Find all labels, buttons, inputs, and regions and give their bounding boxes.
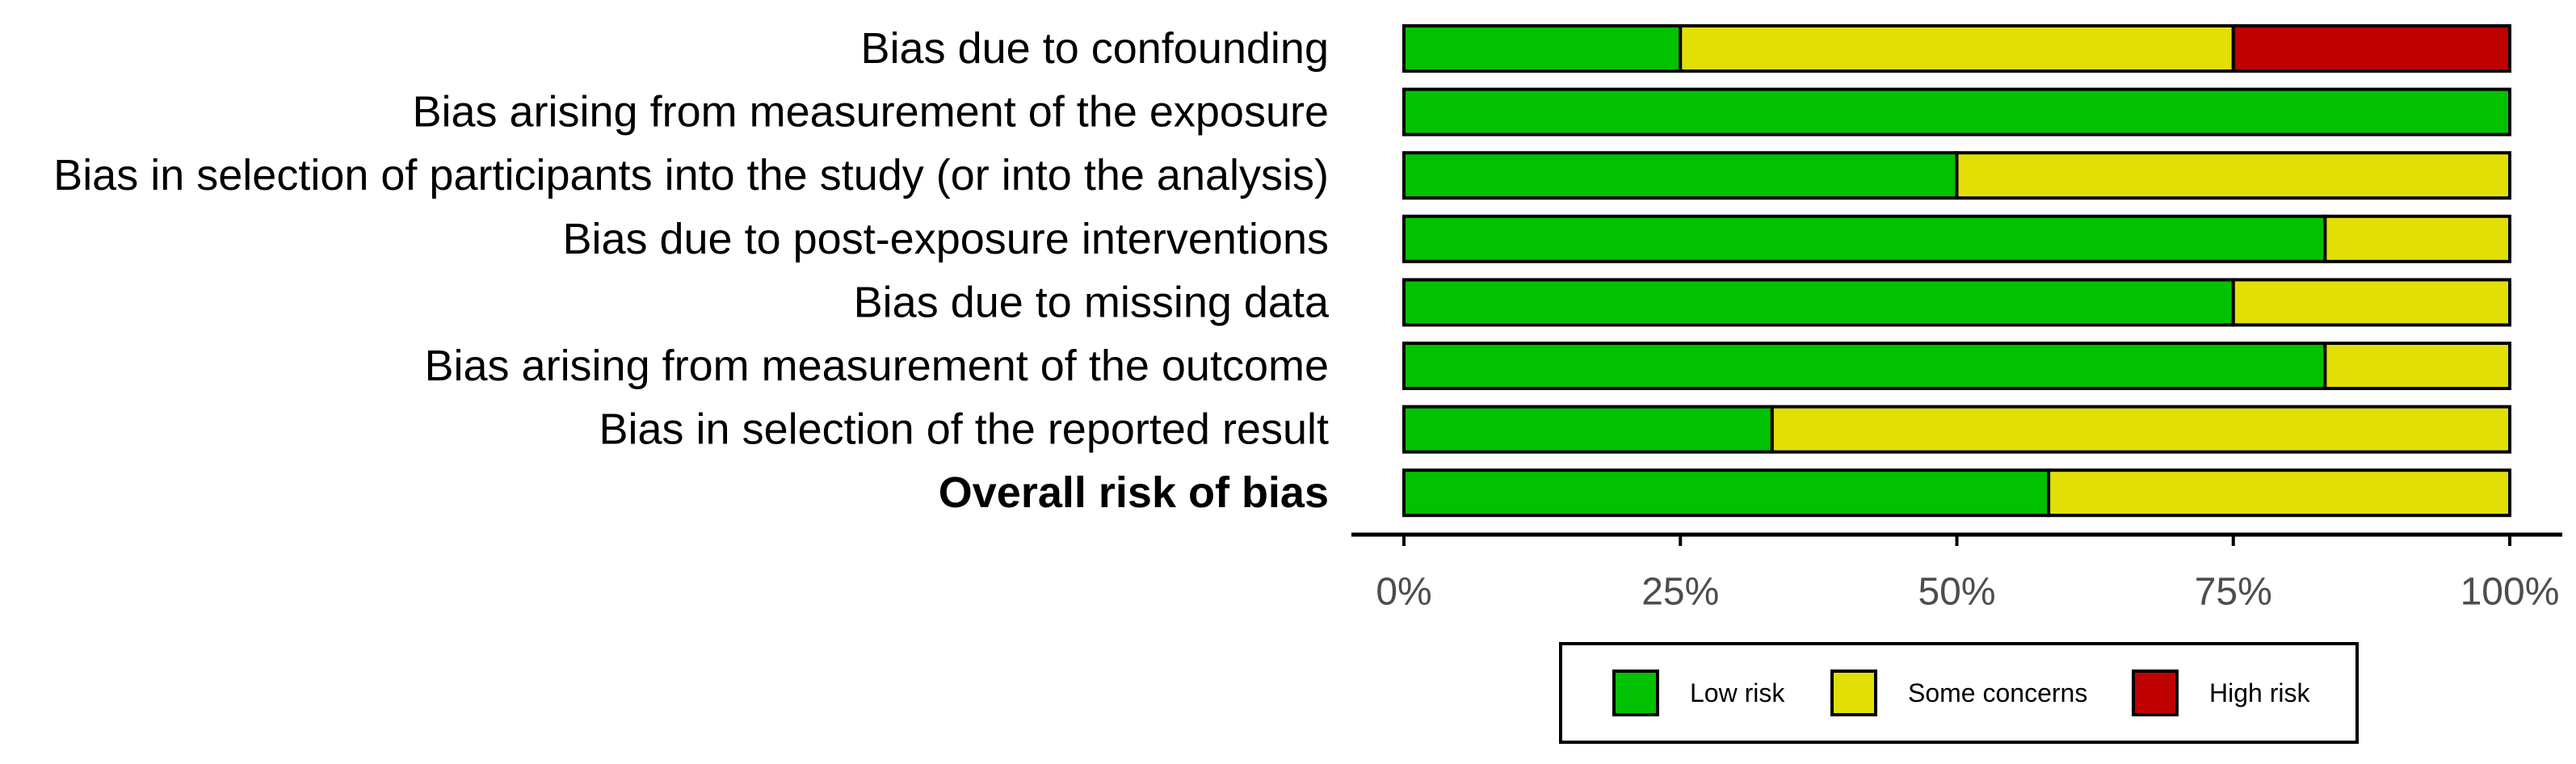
- bar-segment-low-risk-7: [1402, 405, 1774, 454]
- bar-segment-some-concerns-6: [2323, 342, 2511, 390]
- bar-segment-some-concerns-3: [1955, 151, 2511, 200]
- legend-key-high-risk: [2132, 670, 2179, 716]
- bar-segment-some-concerns-4: [2323, 214, 2511, 263]
- bar-segment-high-risk-1: [2231, 24, 2511, 73]
- bar-segment-low-risk-3: [1402, 151, 1959, 200]
- bar-segment-low-risk-2: [1402, 87, 2511, 136]
- domain-label-4: Bias due to post-exposure interventions: [562, 215, 1329, 263]
- legend-label-high-risk: High risk: [2209, 678, 2310, 707]
- legend-label-low-risk: Low risk: [1690, 678, 1785, 707]
- legend-box: [1559, 642, 2359, 744]
- bar-segment-low-risk-5: [1402, 278, 2235, 327]
- legend-key-low-risk: [1612, 670, 1659, 716]
- x-tick-label-25: 25%: [1641, 571, 1719, 614]
- x-tick-label-0: 0%: [1376, 571, 1431, 614]
- bar-segment-low-risk-6: [1402, 342, 2327, 390]
- legend-key-some-concerns: [1830, 670, 1877, 716]
- domain-label-8: Overall risk of bias: [939, 468, 1329, 517]
- bar-segment-some-concerns-7: [1770, 405, 2511, 454]
- domain-label-6: Bias arising from measurement of the out…: [425, 342, 1330, 390]
- domain-label-2: Bias arising from measurement of the exp…: [412, 88, 1329, 136]
- domain-label-5: Bias due to missing data: [854, 278, 1330, 326]
- domain-label-1: Bias due to confounding: [861, 24, 1329, 73]
- bar-segment-low-risk-1: [1402, 24, 1683, 73]
- bar-segment-some-concerns-5: [2231, 278, 2511, 327]
- domain-label-3: Bias in selection of participants into t…: [53, 151, 1329, 199]
- x-tick-label-75: 75%: [2195, 571, 2272, 614]
- domain-labels: Bias due to confounding Bias arising from…: [53, 24, 1330, 517]
- bar-segment-low-risk-8: [1402, 468, 2051, 518]
- x-axis: 0% 25% 50% 75% 100%: [1351, 532, 2562, 614]
- legend: Low risk Some concerns High risk: [1559, 642, 2359, 744]
- domain-label-7: Bias in selection of the reported result: [599, 405, 1330, 454]
- x-tick-label-100: 100%: [2460, 571, 2560, 614]
- x-tick-label-50: 50%: [1918, 571, 1995, 614]
- bar-segment-some-concerns-1: [1679, 24, 2235, 73]
- bars: [1402, 24, 2511, 518]
- legend-label-some-concerns: Some concerns: [1908, 678, 2087, 707]
- bar-segment-some-concerns-8: [2047, 468, 2511, 518]
- bar-segment-low-risk-4: [1402, 214, 2327, 263]
